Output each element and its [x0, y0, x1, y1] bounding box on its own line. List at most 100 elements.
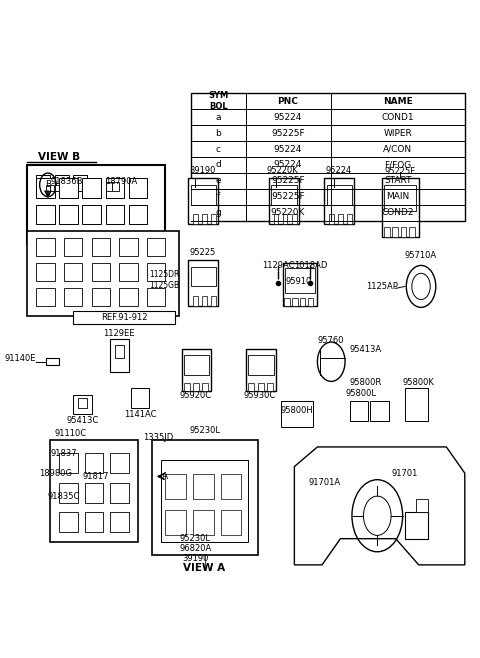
Bar [248, 384, 254, 392]
Bar [83, 205, 101, 224]
Bar [349, 401, 368, 420]
Text: 95413A: 95413A [349, 345, 382, 355]
Bar [202, 296, 207, 306]
Text: 95224: 95224 [274, 113, 302, 122]
Bar [283, 215, 288, 224]
Bar [267, 384, 273, 392]
Text: c: c [216, 145, 221, 153]
Text: 39190: 39190 [189, 166, 216, 175]
Bar [284, 298, 290, 306]
Bar [36, 205, 55, 224]
Bar [191, 266, 216, 286]
Bar [27, 231, 179, 316]
Bar [300, 298, 305, 306]
Bar [308, 298, 313, 306]
Bar [292, 298, 298, 306]
Text: MAIN: MAIN [386, 192, 409, 201]
Bar [60, 483, 78, 503]
Bar [181, 349, 212, 392]
Text: 1018AD: 1018AD [294, 261, 327, 270]
Text: 91836B: 91836B [50, 177, 83, 186]
Text: REF.91-912: REF.91-912 [101, 313, 147, 322]
Bar [27, 165, 166, 244]
Bar [55, 185, 59, 191]
Bar [73, 311, 175, 324]
Bar [36, 178, 55, 198]
Bar [106, 205, 124, 224]
Text: 95910: 95910 [286, 277, 312, 286]
Bar [60, 453, 78, 473]
Bar [258, 384, 264, 392]
Bar [73, 395, 92, 414]
Text: A: A [162, 472, 168, 481]
Bar [166, 474, 186, 499]
Bar [92, 263, 110, 281]
Text: 95800H: 95800H [280, 407, 313, 415]
Text: F/FOG: F/FOG [384, 161, 411, 170]
Bar [147, 288, 166, 306]
Text: 1125AP: 1125AP [366, 282, 398, 291]
Bar [120, 263, 138, 281]
Text: START: START [384, 176, 411, 186]
Bar [184, 355, 209, 375]
Bar [292, 215, 297, 224]
Text: 18980G: 18980G [39, 468, 72, 478]
Bar [184, 384, 190, 392]
Bar [189, 178, 218, 224]
Text: 96820A: 96820A [179, 544, 212, 553]
Bar [110, 453, 129, 473]
Text: 95224: 95224 [274, 161, 302, 170]
Text: 95760: 95760 [318, 336, 345, 345]
Text: NAME: NAME [383, 97, 412, 105]
Bar [405, 513, 428, 539]
Text: 39190: 39190 [182, 554, 208, 563]
Bar [280, 401, 313, 427]
Text: 95413C: 95413C [66, 417, 98, 425]
Bar [115, 345, 124, 359]
Bar [120, 238, 138, 256]
Text: 95230L: 95230L [189, 426, 220, 435]
Bar [36, 238, 55, 256]
Bar [212, 296, 216, 306]
Bar [274, 215, 278, 224]
Bar [64, 238, 83, 256]
Text: a: a [216, 113, 221, 122]
Text: f: f [216, 192, 220, 201]
Bar [147, 263, 166, 281]
Bar [147, 238, 166, 256]
Bar [50, 440, 138, 542]
Bar [46, 359, 60, 365]
Text: 95920C: 95920C [179, 392, 211, 400]
Text: 91701A: 91701A [308, 478, 340, 488]
Bar [329, 215, 334, 224]
Bar [417, 499, 428, 513]
Bar [401, 228, 406, 238]
Text: 1129EE: 1129EE [104, 329, 135, 338]
Bar [161, 460, 248, 542]
Text: 95800L: 95800L [346, 389, 377, 397]
Text: 91837: 91837 [50, 449, 77, 458]
Text: 95225F: 95225F [271, 128, 305, 138]
Text: 18790A: 18790A [106, 177, 138, 186]
Bar [50, 185, 54, 191]
Bar [202, 215, 207, 224]
Bar [85, 483, 103, 503]
Bar [78, 398, 87, 407]
Bar [85, 513, 103, 532]
Text: A/CON: A/CON [383, 145, 412, 153]
Text: PNC: PNC [277, 97, 299, 105]
Bar [283, 263, 317, 306]
Text: 1125DR
1125GB: 1125DR 1125GB [149, 270, 179, 290]
Bar [202, 384, 208, 392]
Text: 95930C: 95930C [244, 392, 276, 400]
Text: 1335JD: 1335JD [144, 432, 174, 442]
Bar [221, 474, 241, 499]
Text: 91835C: 91835C [48, 492, 80, 501]
Bar [92, 288, 110, 306]
Bar [212, 215, 216, 224]
Bar [60, 205, 78, 224]
Text: 95225: 95225 [189, 248, 216, 257]
Bar [110, 339, 129, 372]
Bar [92, 238, 110, 256]
Bar [193, 474, 214, 499]
